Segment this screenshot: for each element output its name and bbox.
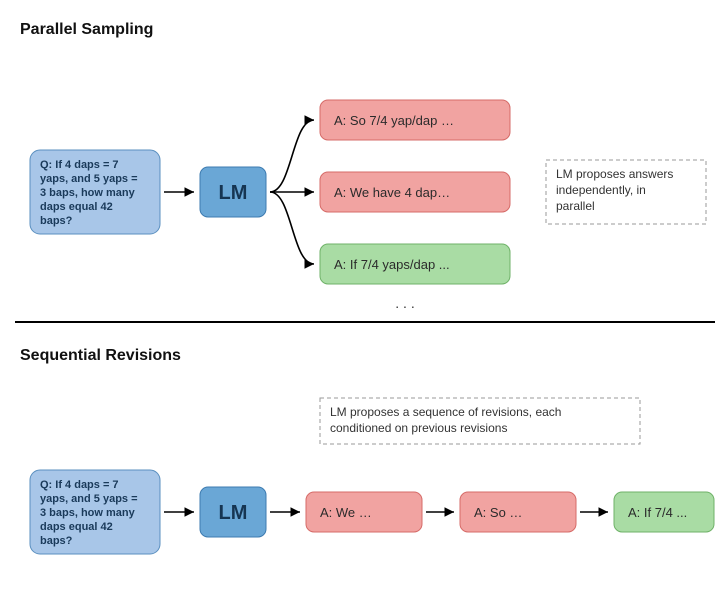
svg-text:conditioned on previous revisi: conditioned on previous revisions [330,421,507,435]
answer-box: A: If 7/4 ... [614,492,714,532]
svg-text:A: If 7/4 yaps/dap ...: A: If 7/4 yaps/dap ... [334,257,450,272]
title-parallel: Parallel Sampling [20,21,153,38]
answer-box: A: If 7/4 yaps/dap ... [320,244,510,284]
ellipsis: . . . [395,295,414,311]
answer-box: A: We have 4 dap… [320,172,510,212]
note-box: LM proposes answers independently, in para… [546,160,706,224]
svg-text:parallel: parallel [556,199,595,213]
answer-box: A: So … [460,492,576,532]
svg-text:LM proposes a sequence of revi: LM proposes a sequence of revisions, eac… [330,405,561,419]
answer-box: A: So 7/4 yap/dap … [320,100,510,140]
lm-box: LM [200,167,266,217]
svg-text:LM proposes answers: LM proposes answers [556,167,673,181]
svg-text:LM: LM [219,182,248,204]
lm-box: LM [200,487,266,537]
svg-text:A: So 7/4 yap/dap …: A: So 7/4 yap/dap … [334,113,454,128]
svg-text:A: We …: A: We … [320,505,372,520]
svg-text:A: So …: A: So … [474,505,522,520]
question-box: Q: If 4 daps = 7yaps, and 5 yaps =3 baps… [30,150,160,234]
svg-text:A: We have 4 dap…: A: We have 4 dap… [334,185,450,200]
answer-box: A: We … [306,492,422,532]
title-sequential: Sequential Revisions [20,347,181,364]
svg-text:A: If 7/4 ...: A: If 7/4 ... [628,505,687,520]
question-box: Q: If 4 daps = 7yaps, and 5 yaps =3 baps… [30,470,160,554]
note-box: LM proposes a sequence of revisions, eac… [320,398,640,444]
svg-text:LM: LM [219,502,248,524]
svg-text:independently, in: independently, in [556,183,646,197]
